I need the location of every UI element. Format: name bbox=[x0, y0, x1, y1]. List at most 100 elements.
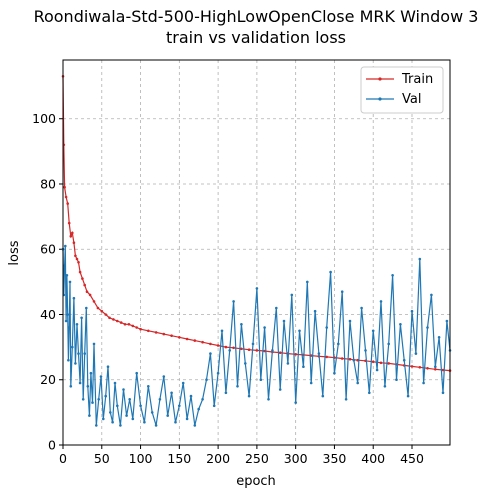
train-point bbox=[96, 306, 100, 310]
val-point bbox=[174, 420, 177, 424]
val-point bbox=[437, 336, 441, 339]
y-tick-label: 40 bbox=[40, 307, 56, 322]
val-point bbox=[298, 329, 301, 333]
train-point bbox=[371, 360, 375, 364]
train-point bbox=[178, 336, 181, 339]
y-tick-label: 100 bbox=[32, 111, 56, 126]
val-point bbox=[116, 404, 119, 408]
val-point bbox=[263, 326, 266, 329]
val-point bbox=[244, 362, 247, 365]
val-point bbox=[430, 293, 433, 297]
train-point bbox=[247, 348, 251, 352]
val-point bbox=[282, 319, 286, 323]
train-point bbox=[201, 340, 204, 344]
val-point bbox=[139, 404, 142, 408]
train-point bbox=[108, 316, 111, 320]
val-point bbox=[81, 398, 85, 401]
x-tick-label: 450 bbox=[400, 451, 424, 466]
val-point bbox=[77, 352, 80, 355]
y-tick-label: 0 bbox=[48, 438, 56, 453]
legend-val-label: Val bbox=[402, 92, 421, 107]
series-layer bbox=[61, 75, 452, 427]
train-point bbox=[193, 339, 197, 342]
train-point bbox=[224, 345, 228, 349]
train-point bbox=[71, 231, 74, 235]
val-point bbox=[414, 352, 418, 355]
val-point bbox=[232, 300, 235, 303]
val-point bbox=[236, 385, 239, 388]
val-point bbox=[125, 414, 128, 417]
val-point bbox=[189, 394, 193, 398]
val-point bbox=[88, 414, 91, 417]
train-point bbox=[418, 366, 422, 369]
val-point bbox=[83, 352, 86, 355]
val-point bbox=[375, 368, 379, 372]
train-point bbox=[127, 323, 131, 326]
val-point bbox=[128, 398, 131, 401]
val-point bbox=[445, 319, 449, 323]
train-point bbox=[66, 202, 69, 205]
val-point bbox=[122, 388, 125, 391]
val-point bbox=[441, 391, 445, 395]
train-point bbox=[74, 254, 77, 258]
val-point bbox=[170, 391, 173, 395]
val-point bbox=[185, 417, 189, 421]
val-point bbox=[286, 362, 290, 365]
train-point bbox=[104, 313, 107, 316]
train-point bbox=[131, 324, 135, 328]
val-point bbox=[309, 381, 313, 385]
val-point bbox=[337, 342, 340, 346]
val-point bbox=[106, 365, 110, 369]
train-point bbox=[387, 362, 391, 365]
train-point bbox=[116, 319, 119, 323]
x-tick-label: 0 bbox=[59, 451, 67, 466]
legend-val-marker bbox=[378, 97, 382, 101]
train-point bbox=[69, 234, 73, 238]
train-line bbox=[62, 76, 451, 372]
val-point bbox=[95, 424, 98, 427]
x-tick-label: 400 bbox=[361, 451, 385, 466]
train-point bbox=[100, 309, 104, 313]
x-tick-label: 100 bbox=[129, 451, 153, 466]
train-point bbox=[67, 221, 71, 225]
val-point bbox=[143, 420, 146, 424]
y-tick-label: 20 bbox=[40, 372, 56, 387]
val-point bbox=[402, 358, 406, 362]
val-point bbox=[220, 329, 224, 333]
train-point bbox=[77, 261, 80, 264]
train-point bbox=[64, 195, 68, 199]
train-point bbox=[216, 344, 220, 347]
train-point bbox=[88, 293, 92, 297]
val-point bbox=[371, 329, 375, 333]
train-point bbox=[410, 365, 414, 368]
val-point bbox=[271, 349, 274, 352]
val-point bbox=[80, 316, 83, 320]
val-point bbox=[166, 414, 169, 417]
train-point bbox=[255, 349, 259, 352]
val-point bbox=[64, 319, 68, 323]
x-tick-label: 50 bbox=[94, 451, 110, 466]
train-point bbox=[278, 351, 282, 355]
val-point bbox=[67, 326, 71, 329]
train-point bbox=[185, 337, 189, 341]
val-point bbox=[97, 398, 100, 401]
val-point bbox=[64, 244, 67, 248]
y-axis-label: loss bbox=[7, 240, 22, 265]
val-point bbox=[352, 358, 356, 362]
train-point bbox=[240, 347, 243, 351]
train-point bbox=[325, 355, 329, 359]
val-point bbox=[329, 270, 332, 274]
val-point bbox=[193, 424, 197, 427]
val-point bbox=[379, 300, 383, 303]
train-point bbox=[348, 357, 352, 361]
val-point bbox=[275, 306, 278, 310]
chart-subtitle: train vs validation loss bbox=[166, 28, 346, 47]
val-point bbox=[71, 345, 74, 349]
val-point bbox=[228, 349, 231, 352]
val-point bbox=[422, 381, 425, 385]
val-point bbox=[91, 401, 94, 404]
legend: Train Val bbox=[360, 66, 444, 114]
val-point bbox=[399, 323, 402, 326]
val-point bbox=[278, 388, 282, 391]
